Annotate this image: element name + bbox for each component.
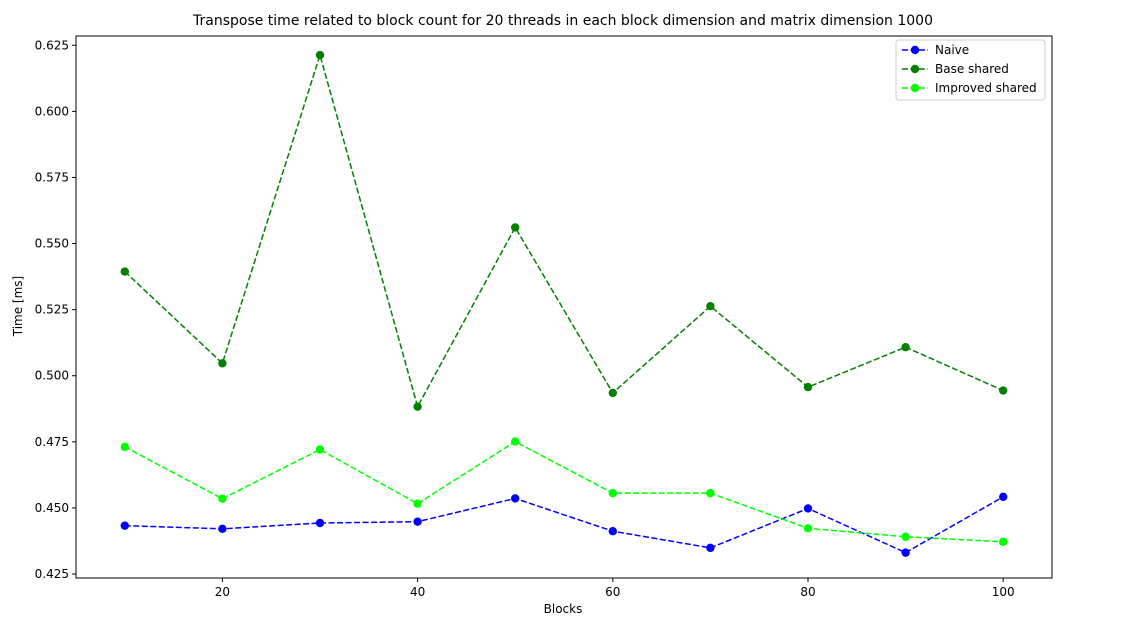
data-point bbox=[120, 521, 129, 530]
data-point bbox=[120, 442, 129, 452]
data-point bbox=[706, 543, 715, 553]
y-tick-label: 0.450 bbox=[35, 501, 69, 515]
y-tick-label: 0.600 bbox=[35, 104, 69, 118]
x-tick-label: 20 bbox=[215, 585, 230, 599]
series-line bbox=[124, 440, 1004, 543]
legend-label: Base shared bbox=[935, 62, 1009, 76]
data-point bbox=[511, 223, 520, 232]
data-point bbox=[803, 382, 813, 392]
legend-item: Improved shared bbox=[902, 81, 1037, 95]
data-point bbox=[315, 445, 325, 454]
data-point bbox=[218, 494, 227, 503]
x-tick-label: 100 bbox=[992, 585, 1015, 599]
series-naive bbox=[120, 492, 1008, 557]
data-point bbox=[315, 518, 325, 528]
data-point bbox=[901, 548, 910, 557]
legend: Naive Base shared Improved shared bbox=[895, 39, 1046, 101]
legend-marker bbox=[910, 64, 920, 74]
legend-item: Naive bbox=[902, 43, 969, 57]
series-line bbox=[124, 496, 1004, 554]
series-improved-shared bbox=[120, 437, 1008, 546]
data-point bbox=[999, 386, 1008, 395]
data-point bbox=[120, 267, 129, 276]
series-layer bbox=[120, 50, 1008, 557]
data-point bbox=[706, 488, 715, 498]
series-line bbox=[124, 52, 1004, 409]
y-tick-label: 0.475 bbox=[35, 435, 69, 449]
x-axis: 20 40 60 80 100 bbox=[215, 578, 1015, 599]
data-point bbox=[803, 524, 813, 533]
legend-marker bbox=[910, 83, 920, 93]
data-point bbox=[413, 402, 422, 411]
y-tick-label: 0.625 bbox=[35, 38, 69, 52]
legend-label: Naive bbox=[935, 43, 969, 57]
x-tick-label: 60 bbox=[605, 585, 620, 599]
legend-box bbox=[895, 39, 1046, 101]
data-point bbox=[511, 437, 520, 446]
data-point bbox=[608, 488, 617, 498]
legend-item: Base shared bbox=[902, 62, 1009, 76]
y-tick-label: 0.550 bbox=[35, 237, 69, 251]
data-point bbox=[511, 494, 520, 503]
legend-marker bbox=[910, 45, 920, 55]
data-point bbox=[706, 302, 715, 311]
series-base-shared bbox=[120, 50, 1008, 411]
x-axis-label: Blocks bbox=[544, 602, 583, 616]
data-point bbox=[413, 499, 422, 508]
data-point bbox=[999, 492, 1008, 502]
y-axis: 0.425 0.450 0.475 0.500 0.525 0.550 0.575 0.600… bbox=[35, 38, 76, 581]
data-point bbox=[901, 532, 910, 541]
x-tick-label: 40 bbox=[410, 585, 425, 599]
data-point bbox=[901, 342, 910, 352]
plot-area bbox=[75, 35, 1053, 579]
data-point bbox=[608, 388, 617, 398]
data-point bbox=[803, 504, 813, 513]
legend-label: Improved shared bbox=[935, 81, 1037, 95]
y-tick-label: 0.500 bbox=[35, 369, 69, 383]
chart-title: Transpose time related to block count fo… bbox=[192, 13, 933, 29]
data-point bbox=[413, 517, 422, 526]
data-point bbox=[315, 50, 325, 60]
y-tick-label: 0.525 bbox=[35, 303, 69, 317]
data-point bbox=[218, 524, 227, 534]
data-point bbox=[608, 527, 617, 536]
y-tick-label: 0.425 bbox=[35, 567, 69, 581]
y-axis-label: Time [ms] bbox=[11, 276, 25, 338]
x-tick-label: 80 bbox=[800, 585, 815, 599]
data-point bbox=[999, 537, 1008, 546]
data-point bbox=[218, 359, 227, 368]
y-tick-label: 0.575 bbox=[35, 170, 69, 184]
